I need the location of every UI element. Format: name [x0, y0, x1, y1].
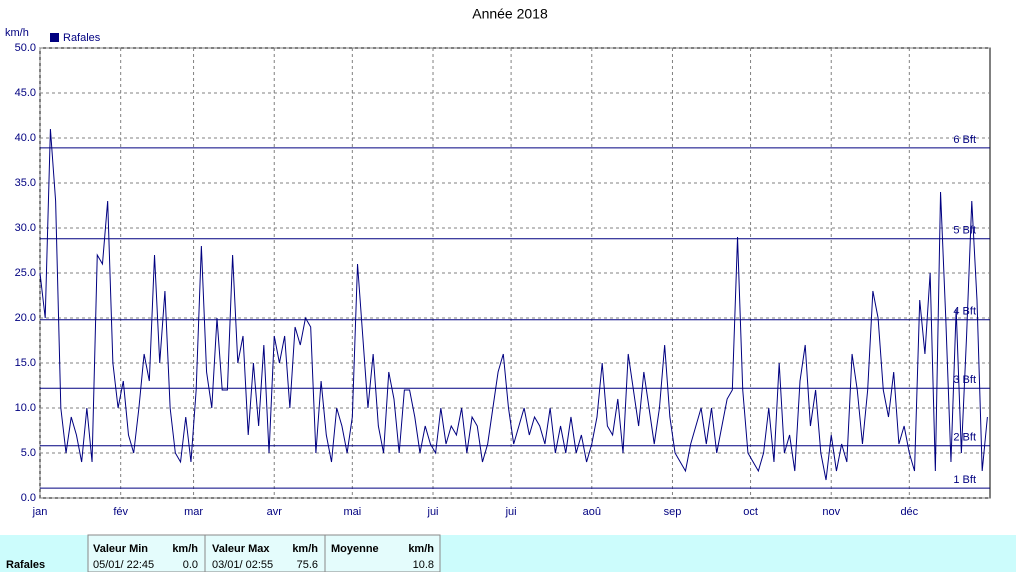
beaufort-label: 4 Bft: [953, 306, 976, 318]
y-tick-label: 20.0: [15, 312, 36, 324]
stats-cells: [87, 534, 441, 573]
header: km/h: [292, 543, 318, 555]
y-tick-label: 40.0: [15, 132, 36, 144]
y-axis-label: km/h: [5, 27, 29, 39]
header: km/h: [172, 543, 198, 555]
x-tick-label: avr: [267, 506, 283, 518]
header: km/h: [408, 543, 434, 555]
y-tick-label: 10.0: [15, 402, 36, 414]
y-tick-label: 15.0: [15, 357, 36, 369]
beaufort-label: 6 Bft: [953, 134, 976, 146]
cell: 0.0: [183, 559, 198, 571]
y-tick-label: 35.0: [15, 177, 36, 189]
cell: 75.6: [297, 559, 318, 571]
legend-label: Rafales: [63, 32, 101, 44]
x-tick-label: jui: [427, 506, 439, 518]
beaufort-label: 5 Bft: [953, 225, 976, 237]
x-tick-label: mai: [343, 506, 361, 518]
beaufort-label: 2 Bft: [953, 432, 976, 444]
chart-title: Année 2018: [472, 6, 548, 22]
beaufort-label: 1 Bft: [953, 474, 976, 486]
x-tick-label: déc: [900, 506, 918, 518]
series-line: [39, 128, 988, 481]
header: Moyenne: [331, 543, 379, 555]
y-tick-label: 30.0: [15, 222, 36, 234]
cell: 05/01/ 22:45: [93, 559, 154, 571]
x-tick-label: fév: [113, 506, 128, 518]
cell: 03/01/ 02:55: [212, 559, 273, 571]
y-tick-label: 45.0: [15, 87, 36, 99]
cell: 10.8: [413, 559, 434, 571]
x-tick-label: sep: [664, 506, 682, 518]
y-tick-label: 0.0: [21, 492, 36, 504]
x-tick-label: mar: [184, 506, 203, 518]
x-tick-label: jui: [505, 506, 517, 518]
legend-swatch: [50, 33, 59, 42]
row-label: Rafales: [6, 559, 45, 571]
x-tick-label: oct: [743, 506, 758, 518]
y-tick-label: 50.0: [15, 42, 36, 54]
header: Valeur Min: [93, 543, 148, 555]
x-tick-label: nov: [822, 506, 840, 518]
header: Valeur Max: [212, 543, 270, 555]
y-tick-label: 5.0: [21, 447, 36, 459]
x-tick-label: jan: [32, 506, 48, 518]
y-tick-label: 25.0: [15, 267, 36, 279]
x-tick-label: aoû: [583, 506, 601, 518]
